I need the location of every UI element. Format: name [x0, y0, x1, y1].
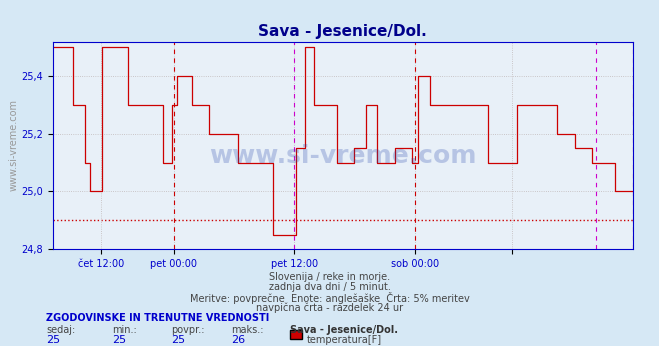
- Text: sedaj:: sedaj:: [46, 325, 75, 335]
- Text: maks.:: maks.:: [231, 325, 263, 335]
- Text: 25: 25: [46, 335, 60, 345]
- Text: Slovenija / reke in morje.: Slovenija / reke in morje.: [269, 272, 390, 282]
- Text: Meritve: povprečne  Enote: anglešaške  Črta: 5% meritev: Meritve: povprečne Enote: anglešaške Črt…: [190, 292, 469, 304]
- Text: temperatura[F]: temperatura[F]: [306, 335, 382, 345]
- Text: min.:: min.:: [112, 325, 137, 335]
- Text: navpična črta - razdelek 24 ur: navpična črta - razdelek 24 ur: [256, 303, 403, 313]
- Text: 25: 25: [171, 335, 185, 345]
- Text: zadnja dva dni / 5 minut.: zadnja dva dni / 5 minut.: [269, 282, 390, 292]
- Text: povpr.:: povpr.:: [171, 325, 205, 335]
- Title: Sava - Jesenice/Dol.: Sava - Jesenice/Dol.: [258, 24, 427, 39]
- Text: 25: 25: [112, 335, 126, 345]
- Text: www.si-vreme.com: www.si-vreme.com: [209, 144, 476, 168]
- Text: 26: 26: [231, 335, 244, 345]
- Text: ZGODOVINSKE IN TRENUTNE VREDNOSTI: ZGODOVINSKE IN TRENUTNE VREDNOSTI: [46, 313, 270, 323]
- Text: Sava - Jesenice/Dol.: Sava - Jesenice/Dol.: [290, 325, 398, 335]
- Y-axis label: www.si-vreme.com: www.si-vreme.com: [9, 99, 18, 191]
